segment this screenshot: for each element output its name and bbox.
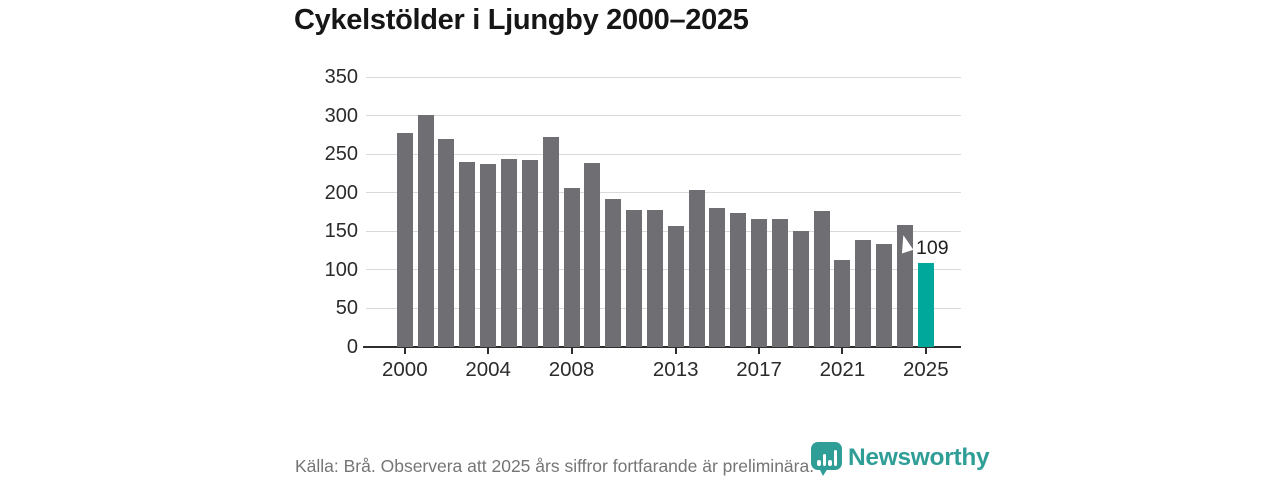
bar-2010 xyxy=(605,198,622,347)
y-axis-label: 50 xyxy=(335,297,358,320)
bar-2006 xyxy=(521,160,538,347)
x-axis-label: 2017 xyxy=(736,358,782,381)
bar-2013 xyxy=(667,225,684,347)
x-axis-tick xyxy=(403,348,406,354)
x-axis-tick xyxy=(570,348,573,354)
y-axis-label: 0 xyxy=(346,336,358,358)
bar-2001 xyxy=(417,114,434,347)
bar-2017 xyxy=(751,218,768,347)
bar-2014 xyxy=(688,190,705,347)
x-axis-label: 2008 xyxy=(548,358,595,381)
bar-2002 xyxy=(438,138,455,347)
gridline xyxy=(366,307,961,309)
bar-2021 xyxy=(834,259,851,347)
newsworthy-bar-chart-bubble-icon xyxy=(811,441,843,477)
y-axis-label: 100 xyxy=(324,258,358,281)
gridline xyxy=(366,269,961,271)
gridline xyxy=(366,153,961,155)
bar-2003 xyxy=(459,161,476,347)
bar-2019 xyxy=(792,230,809,347)
x-axis-label: 2025 xyxy=(902,358,949,381)
bar-2025 xyxy=(917,262,934,347)
bar-2018 xyxy=(771,218,788,347)
bar-2016 xyxy=(730,212,747,347)
bar-2015 xyxy=(709,208,726,347)
x-axis-label: 2000 xyxy=(381,358,428,381)
gridline xyxy=(366,76,961,78)
bar-2005 xyxy=(501,158,517,347)
newsworthy-wordmark: Newsworthy xyxy=(848,444,990,471)
gridline xyxy=(366,192,961,194)
bar-2008 xyxy=(563,188,580,347)
y-axis-label: 300 xyxy=(324,104,358,127)
x-axis-label: 2013 xyxy=(652,358,699,381)
bar-2011 xyxy=(626,209,643,347)
x-axis-tick xyxy=(758,348,761,354)
bar-2004 xyxy=(480,164,497,347)
bar-2022 xyxy=(855,239,872,347)
bar-2012 xyxy=(646,209,663,347)
newsworthy-logo: Newsworthy xyxy=(811,441,990,477)
x-axis-tick xyxy=(487,348,490,354)
x-axis-label: 2021 xyxy=(819,358,866,381)
value-annotation: 109 xyxy=(914,237,951,260)
x-axis-tick xyxy=(841,348,844,354)
y-axis-label: 250 xyxy=(324,143,358,166)
y-axis-label: 150 xyxy=(324,220,358,243)
bar-2000 xyxy=(396,133,413,347)
bar-2024 xyxy=(896,225,913,347)
y-axis-label: 200 xyxy=(324,181,358,204)
gridline xyxy=(366,115,961,117)
bar-2020 xyxy=(813,211,830,347)
x-axis-label: 2004 xyxy=(465,358,511,381)
bar-2007 xyxy=(542,137,559,347)
plot-area: 109 0 50 100 150 200 250 300 350 2000 2004 2008 201… xyxy=(325,66,961,381)
source-note: Källa: Brå. Observera att 2025 års siffr… xyxy=(295,456,815,476)
gridline xyxy=(366,230,961,232)
bar-2009 xyxy=(584,163,601,347)
chart-title: Cykelstölder i Ljungby 2000–2025 xyxy=(294,4,749,36)
bar-2023 xyxy=(876,243,893,347)
x-axis-tick xyxy=(674,348,677,354)
y-axis-label: 350 xyxy=(324,66,358,88)
x-axis-tick xyxy=(924,348,927,354)
